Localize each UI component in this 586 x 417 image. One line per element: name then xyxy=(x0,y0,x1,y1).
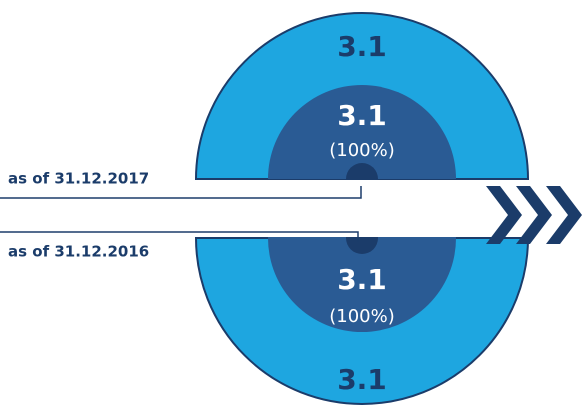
chevron xyxy=(486,186,522,244)
current-group: 3.1 3.1 (100%) as of 31.12.2017 xyxy=(0,12,530,199)
previous-group: 3.1 (100%) 3.1 as of 31.12.2016 xyxy=(0,231,530,405)
chevron xyxy=(516,186,552,244)
connector-dot xyxy=(346,163,378,179)
inner-share: (100%) xyxy=(329,306,395,327)
inner-value: 3.1 xyxy=(337,263,387,296)
inner-segment xyxy=(268,237,456,332)
connector-dot xyxy=(346,237,378,254)
date-label: as of 31.12.2017 xyxy=(8,170,149,188)
connector-line xyxy=(0,231,359,242)
date-label: as of 31.12.2016 xyxy=(8,243,149,261)
connector-line xyxy=(0,186,362,199)
outer-value: 3.1 xyxy=(337,363,387,396)
inner-share: (100%) xyxy=(329,140,395,161)
outer-value: 3.1 xyxy=(337,30,387,63)
inner-segment xyxy=(268,85,456,179)
inner-value: 3.1 xyxy=(337,99,387,132)
chevrons xyxy=(486,186,582,244)
chevron xyxy=(546,186,582,244)
